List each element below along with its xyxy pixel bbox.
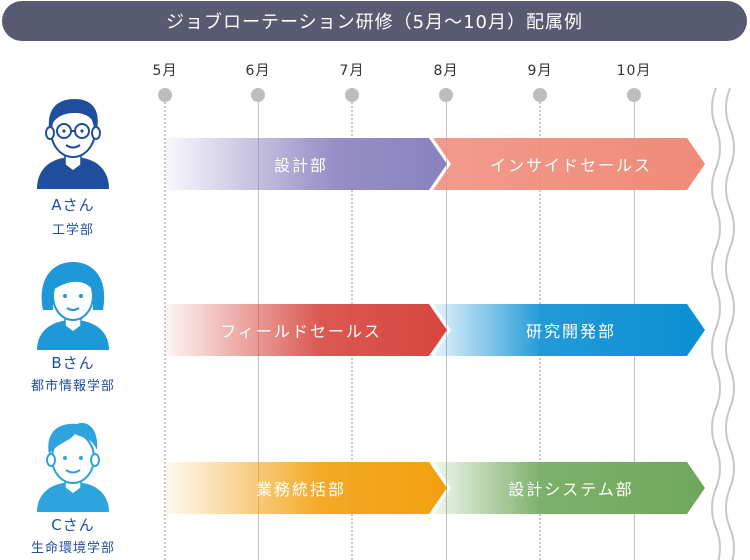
gridline-august [446, 102, 447, 560]
person-b-department: 都市情報学部 [30, 379, 115, 394]
row-c-assignment-bars [165, 462, 705, 514]
person-c-name: Cさん [51, 516, 95, 534]
person-b-name: Bさん [51, 354, 95, 372]
person-with-bob-hair-icon [37, 262, 109, 350]
timeline-dot-july [345, 88, 359, 102]
timeline-dot-october [627, 88, 641, 102]
month-label-july: 7月 [339, 63, 365, 79]
month-label-october: 10月 [616, 63, 652, 79]
bar-design-dept [165, 138, 447, 190]
bar-field-sales [165, 304, 447, 356]
timeline-dot-august [439, 88, 453, 102]
bar-operations-label: 業務統括部 [255, 480, 346, 499]
bar-operations [165, 462, 447, 514]
person-with-short-hair-icon [37, 423, 109, 512]
month-label-september: 9月 [527, 63, 553, 79]
row-a-assignment-bars [165, 138, 705, 190]
page-title: ジョブローテーション研修（5月〜10月）配属例 [2, 1, 747, 41]
person-c-department: 生命環境学部 [30, 541, 115, 556]
person-a-department: 工学部 [51, 223, 94, 238]
timeline-dot-may [158, 88, 172, 102]
bar-inside-sales-label: インサイドセールス [489, 156, 652, 175]
month-label-may: 5月 [152, 63, 178, 79]
row-b-assignment-bars [165, 304, 705, 356]
month-label-june: 6月 [245, 63, 271, 79]
bar-rnd-label: 研究開発部 [525, 322, 616, 341]
timeline-dot-june [251, 88, 265, 102]
person-with-glasses-icon [37, 99, 109, 189]
bar-rnd [433, 304, 705, 356]
bar-design-system-label: 設計システム部 [508, 480, 634, 499]
bar-field-sales-label: フィールドセールス [220, 322, 382, 341]
timeline-dot-september [533, 88, 547, 102]
bar-design-dept-label: 設計部 [273, 156, 328, 175]
bar-inside-sales [433, 138, 705, 190]
month-label-august: 8月 [433, 63, 459, 79]
bar-design-system [433, 462, 705, 514]
person-a-name: Aさん [51, 196, 95, 214]
wave-break-icon [711, 88, 735, 560]
